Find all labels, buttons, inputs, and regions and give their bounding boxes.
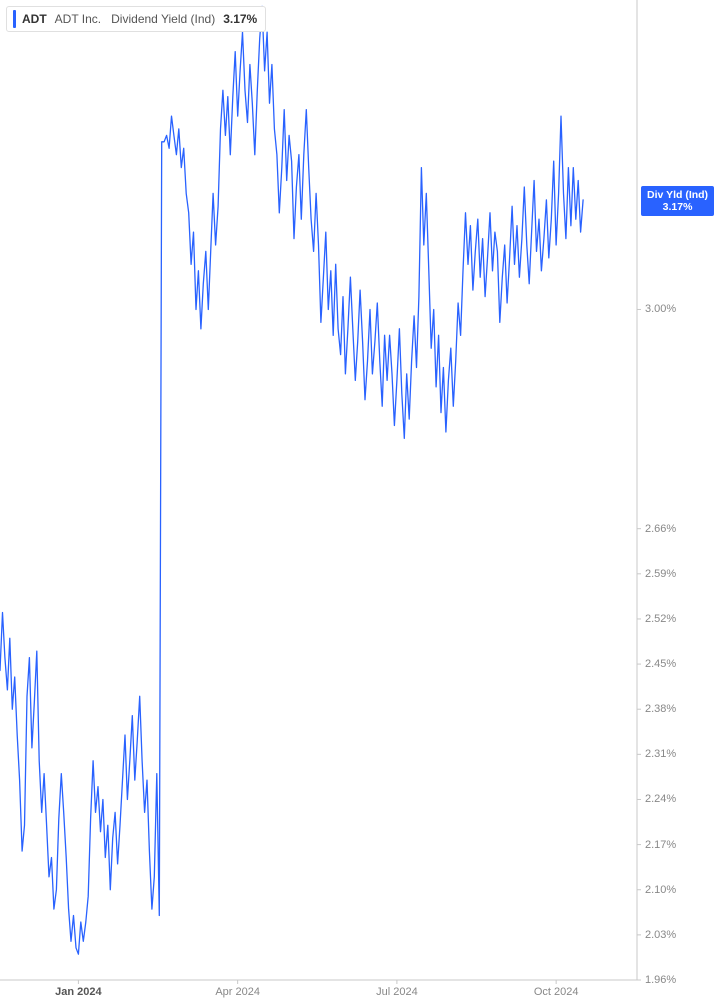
y-axis-tick-label: 2.10% [645, 884, 676, 896]
legend-series-name: Dividend Yield (Ind) [111, 12, 215, 26]
y-axis-tick-label: 2.59% [645, 568, 676, 580]
x-axis-tick-label: Jan 2024 [55, 986, 101, 998]
chart-legend[interactable]: ADT ADT Inc. Dividend Yield (Ind) 3.17% [6, 6, 266, 32]
y-axis-tick-label: 1.96% [645, 974, 676, 986]
y-axis-tick-label: 2.66% [645, 523, 676, 535]
y-axis-tick-label: 2.52% [645, 613, 676, 625]
x-axis-tick-label: Apr 2024 [215, 986, 260, 998]
y-axis-tick-label: 2.17% [645, 839, 676, 851]
dividend-yield-line-chart[interactable] [0, 0, 717, 1005]
x-axis-tick-label: Jul 2024 [376, 986, 418, 998]
y-axis-tick-label: 2.31% [645, 748, 676, 760]
y-axis-tick-label: 2.45% [645, 658, 676, 670]
legend-ticker: ADT [22, 12, 47, 26]
y-axis-tick-label: 2.24% [645, 793, 676, 805]
y-axis-tick-label: 2.03% [645, 929, 676, 941]
y-axis-tick-label: 2.38% [645, 703, 676, 715]
legend-accent-bar [13, 10, 16, 28]
x-axis-tick-label: Oct 2024 [534, 986, 579, 998]
y-axis-tick-label: 3.00% [645, 303, 676, 315]
current-value-tag: Div Yld (Ind) 3.17% [641, 186, 714, 216]
legend-company-name: ADT Inc. [55, 12, 101, 26]
chart-container: ADT ADT Inc. Dividend Yield (Ind) 3.17% … [0, 0, 717, 1005]
legend-current-value: 3.17% [223, 12, 257, 26]
price-tag-value: 3.17% [647, 201, 708, 213]
price-tag-label: Div Yld (Ind) [647, 189, 708, 201]
